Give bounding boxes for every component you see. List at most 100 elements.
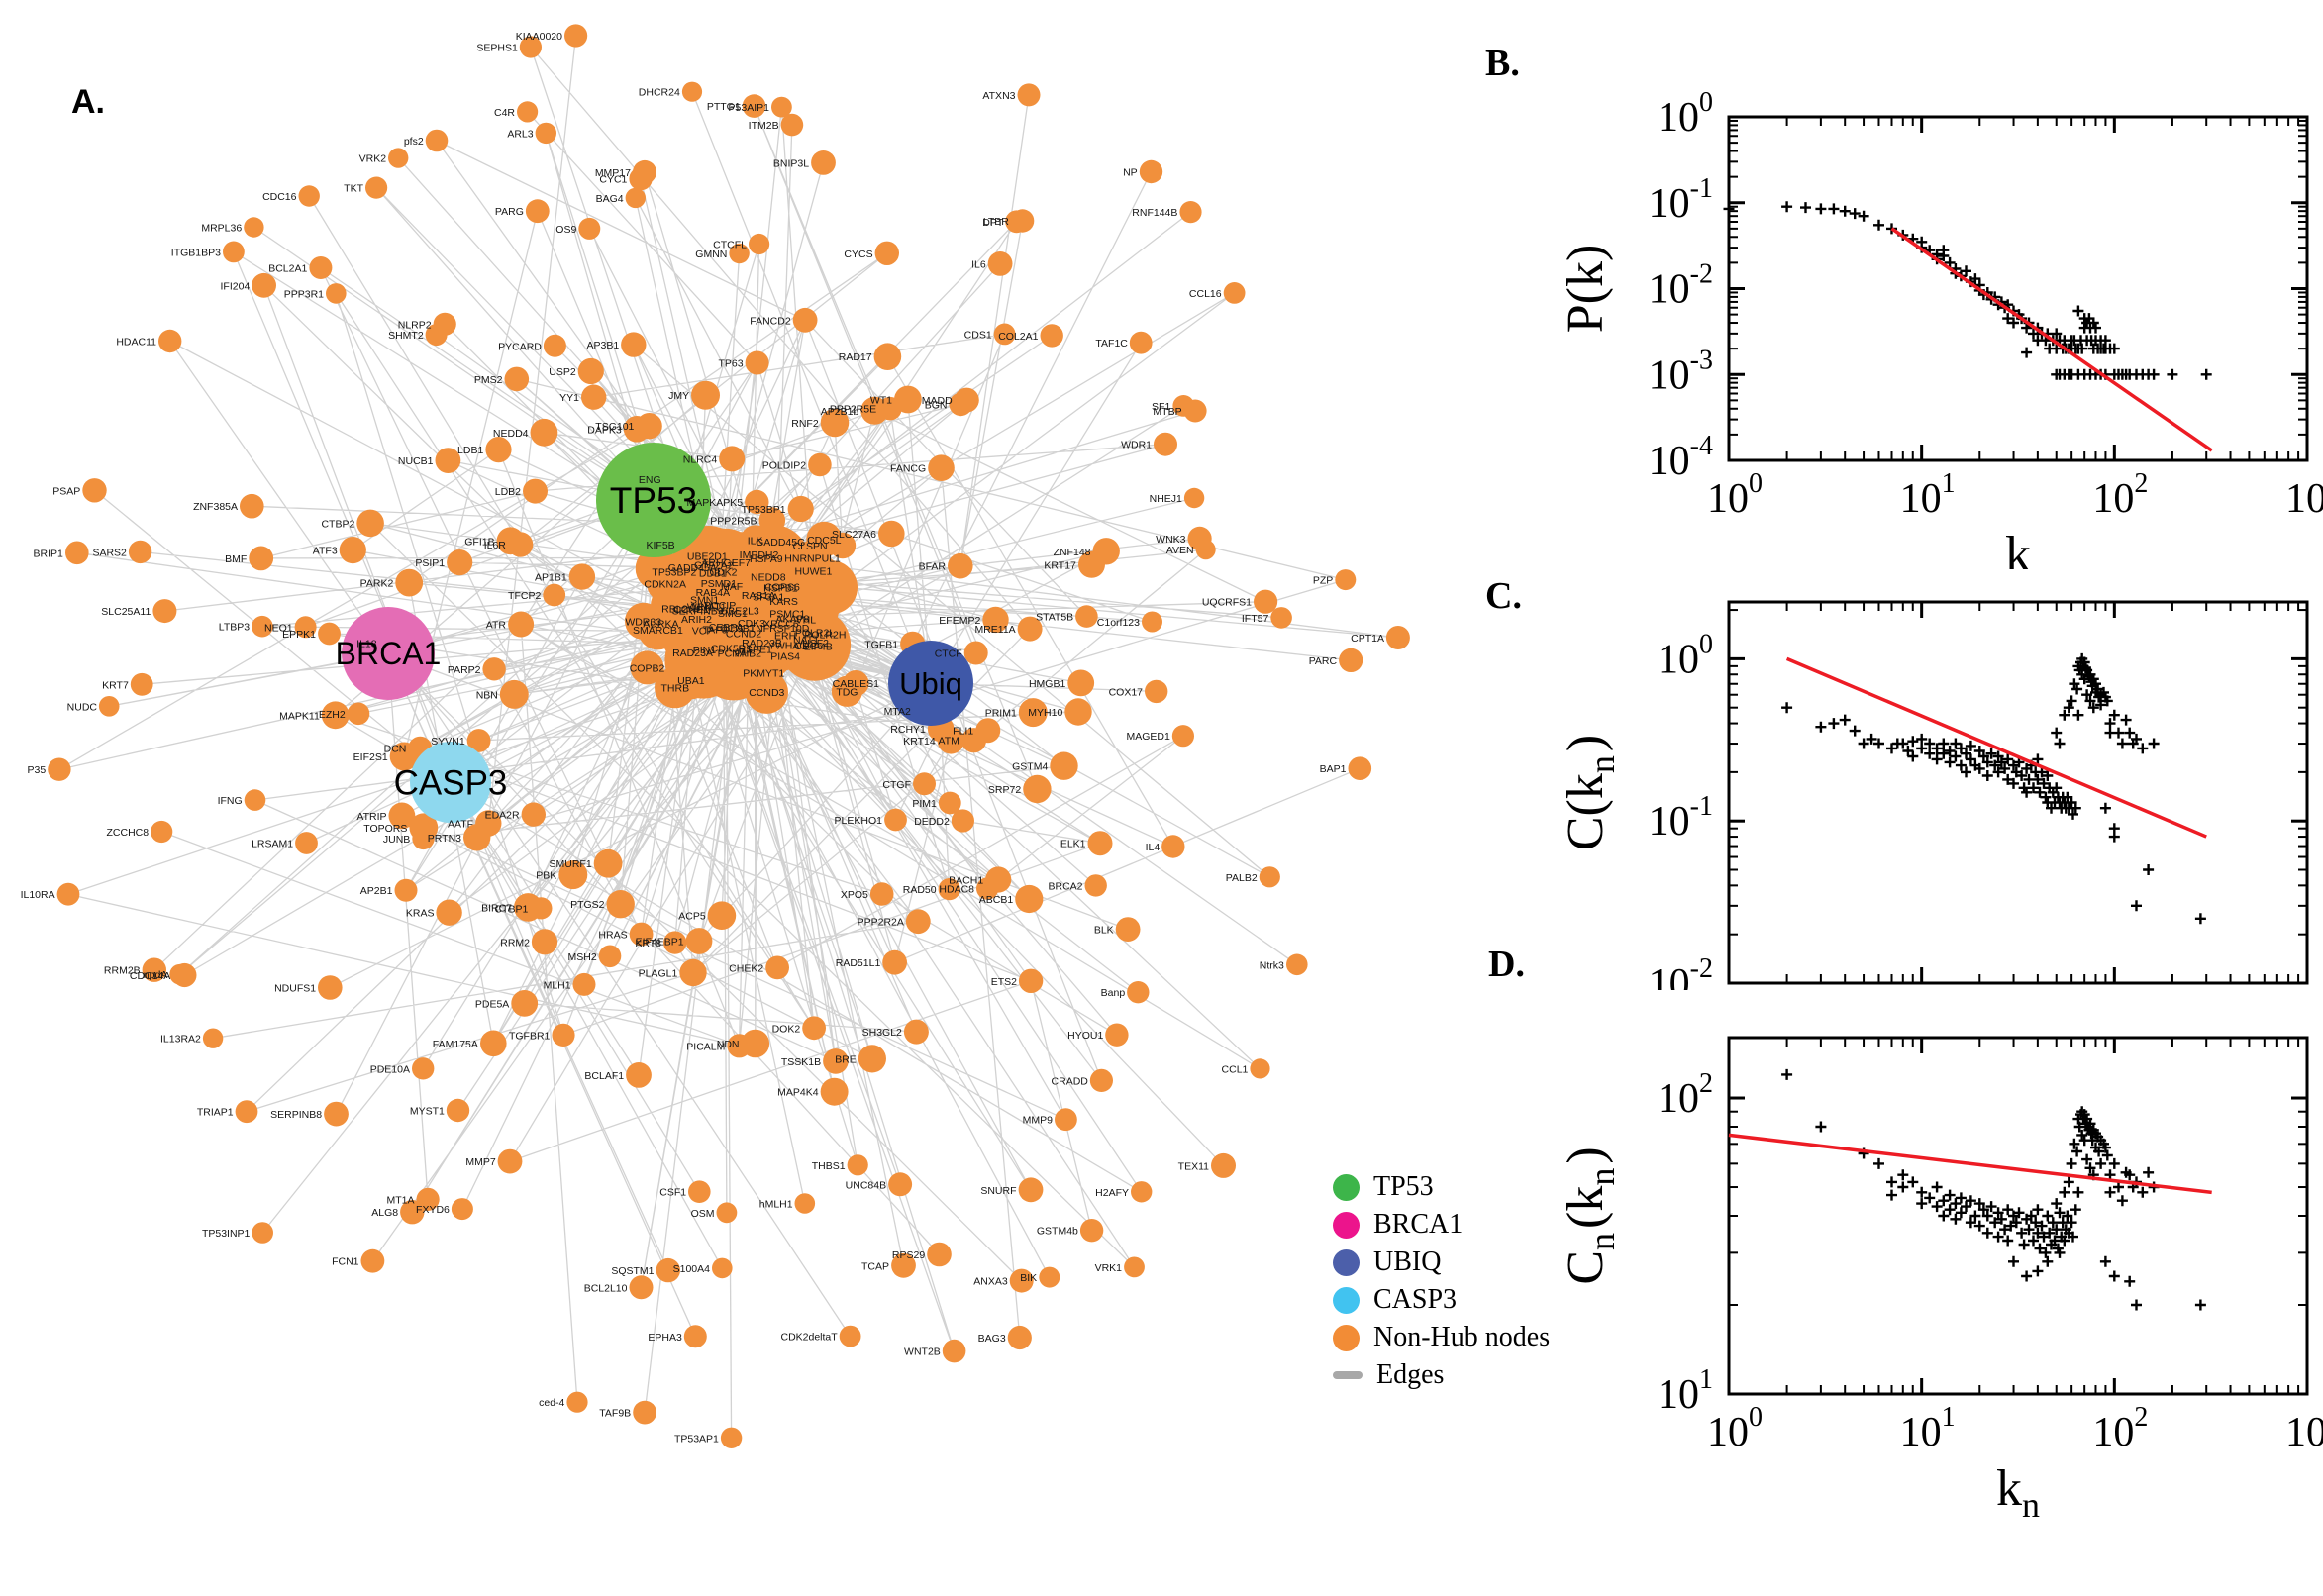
svg-text:101: 101 — [1900, 468, 1956, 522]
svg-text:PMS2: PMS2 — [474, 374, 503, 386]
svg-text:SNURF: SNURF — [980, 1185, 1016, 1197]
svg-text:UBE2D1: UBE2D1 — [687, 551, 728, 563]
svg-text:TGFBR1: TGFBR1 — [509, 1030, 551, 1042]
svg-text:BGN: BGN — [925, 399, 948, 411]
svg-text:IL18: IL18 — [356, 639, 377, 650]
legend-label: UBIQ — [1373, 1247, 1442, 1277]
svg-text:DPT: DPT — [982, 217, 1004, 229]
panel-a-label: A. — [71, 83, 105, 121]
svg-text:TP53INP1: TP53INP1 — [202, 1228, 251, 1240]
svg-text:Banp: Banp — [1101, 987, 1126, 999]
svg-text:KRT8: KRT8 — [635, 938, 661, 949]
svg-text:NEDD4: NEDD4 — [493, 428, 529, 440]
svg-text:KRT7: KRT7 — [102, 679, 129, 691]
svg-text:CTCF: CTCF — [935, 648, 962, 660]
svg-text:FANCG: FANCG — [890, 463, 926, 475]
svg-text:PIN1: PIN1 — [693, 645, 717, 656]
svg-text:UBE2L3: UBE2L3 — [721, 605, 759, 617]
svg-text:WNK3: WNK3 — [1156, 534, 1185, 546]
svg-text:CTBP2: CTBP2 — [321, 518, 354, 530]
svg-text:COPB2: COPB2 — [630, 662, 665, 674]
svg-text:USF2: USF2 — [802, 638, 829, 649]
svg-text:AKAP8: AKAP8 — [775, 614, 809, 626]
svg-text:COPS6: COPS6 — [764, 581, 800, 593]
svg-text:CYCS: CYCS — [844, 249, 872, 260]
svg-text:IL6: IL6 — [971, 258, 986, 270]
svg-text:SEPHS1: SEPHS1 — [476, 43, 518, 54]
svg-text:PPP2R5B: PPP2R5B — [710, 516, 757, 528]
svg-text:BRIP1: BRIP1 — [34, 548, 64, 559]
svg-text:HSPE1: HSPE1 — [738, 645, 772, 656]
network-legend: TP53 BRCA1 UBIQ CASP3 Non-Hub nodes Edge… — [1333, 1168, 1550, 1394]
svg-text:101: 101 — [1658, 1364, 1713, 1418]
svg-text:MTA2: MTA2 — [884, 706, 911, 718]
svg-text:MAPK11: MAPK11 — [279, 710, 320, 722]
svg-text:BAG4: BAG4 — [596, 193, 624, 205]
svg-text:GMNN: GMNN — [695, 249, 727, 260]
svg-text:CSF1: CSF1 — [659, 1187, 686, 1199]
svg-text:P35: P35 — [28, 764, 47, 776]
svg-text:ABCB1: ABCB1 — [979, 894, 1014, 906]
legend-item-nonhub: Non-Hub nodes — [1333, 1319, 1550, 1356]
panel-b-label: B. — [1485, 43, 1520, 84]
svg-text:10-1: 10-1 — [1649, 791, 1713, 845]
svg-text:VCP: VCP — [692, 626, 714, 638]
svg-text:IL13RA2: IL13RA2 — [160, 1034, 201, 1046]
svg-text:TP53AP1: TP53AP1 — [674, 1433, 719, 1445]
svg-text:DEDD2: DEDD2 — [914, 816, 950, 828]
svg-text:MMP7: MMP7 — [465, 1156, 495, 1168]
svg-text:HNRNPUL1: HNRNPUL1 — [784, 552, 841, 564]
svg-text:VRK2: VRK2 — [359, 153, 387, 165]
degree-distribution-plot: 100 101 102 103 100 10-1 10-2 10-3 10-4 P(k) k — [1558, 87, 2323, 569]
svg-text:EIF4EBP1: EIF4EBP1 — [636, 937, 684, 948]
svg-text:Ubiq: Ubiq — [899, 666, 962, 701]
svg-text:CASP3: CASP3 — [394, 763, 508, 802]
svg-text:SERPINB8: SERPINB8 — [270, 1109, 322, 1121]
svg-text:VRK1: VRK1 — [1095, 1262, 1123, 1274]
svg-text:PKMYT1: PKMYT1 — [743, 668, 784, 680]
svg-text:PSMC1: PSMC1 — [769, 609, 805, 621]
edge-line-icon — [1333, 1371, 1363, 1379]
svg-text:LDB2: LDB2 — [495, 486, 521, 498]
svg-text:KRAS: KRAS — [406, 908, 435, 920]
svg-text:ANXA3: ANXA3 — [973, 1276, 1008, 1288]
svg-text:IL6R: IL6R — [484, 540, 507, 551]
svg-text:KIAA0020: KIAA0020 — [516, 31, 562, 43]
tp53-node-icon — [1333, 1173, 1360, 1201]
svg-text:EIF2S1: EIF2S1 — [354, 751, 388, 763]
svg-text:EIF4B: EIF4B — [804, 642, 833, 653]
svg-text:PHB2: PHB2 — [735, 648, 762, 660]
svg-text:SF3A1: SF3A1 — [753, 591, 784, 603]
svg-text:CABLES1: CABLES1 — [833, 678, 879, 690]
svg-text:CDK2: CDK2 — [709, 567, 737, 579]
svg-text:AP2B1b: AP2B1b — [821, 406, 859, 418]
svg-text:EPPK1: EPPK1 — [282, 629, 316, 641]
svg-text:100: 100 — [1658, 87, 1713, 141]
legend-label: TP53 — [1373, 1171, 1434, 1202]
svg-text:SQSTM1: SQSTM1 — [611, 1265, 654, 1277]
svg-text:PARC: PARC — [1309, 655, 1338, 667]
svg-text:PARP2: PARP2 — [448, 664, 481, 676]
svg-text:THRB: THRB — [661, 683, 690, 695]
svg-text:BRCA2: BRCA2 — [1048, 880, 1082, 892]
svg-text:TP53BP2: TP53BP2 — [652, 567, 696, 579]
svg-text:PZP: PZP — [1313, 575, 1333, 587]
svg-text:NEDD8: NEDD8 — [751, 572, 786, 584]
svg-text:BMF: BMF — [225, 553, 247, 565]
svg-text:102: 102 — [1658, 1068, 1713, 1122]
svg-text:LTBR: LTBR — [983, 216, 1009, 228]
svg-text:100: 100 — [1707, 1402, 1763, 1455]
svg-text:103: 103 — [2285, 1402, 2323, 1455]
legend-label: Non-Hub nodes — [1373, 1322, 1551, 1352]
svg-text:CPT1A: CPT1A — [1351, 633, 1384, 645]
legend-item-casp3: CASP3 — [1333, 1281, 1550, 1319]
svg-text:hMLH1: hMLH1 — [759, 1199, 793, 1211]
svg-text:MAPKAPK5: MAPKAPK5 — [686, 497, 743, 509]
svg-text:IFI204: IFI204 — [221, 280, 251, 292]
panel-d-label: D. — [1488, 944, 1525, 985]
svg-text:NP: NP — [1123, 167, 1138, 179]
svg-text:SMG1: SMG1 — [718, 608, 748, 620]
svg-text:RBL2: RBL2 — [661, 604, 687, 616]
svg-text:P(k): P(k) — [1558, 245, 1614, 334]
svg-text:MRE11A: MRE11A — [974, 624, 1015, 636]
